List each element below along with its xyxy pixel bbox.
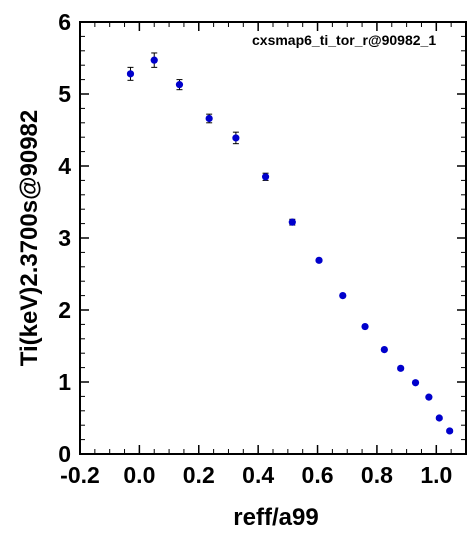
y-tick-label: 3 [58, 225, 71, 251]
y-tick-labels: 0 1 2 3 4 5 6 [58, 9, 71, 467]
x-tick-label: -0.2 [60, 462, 100, 488]
point-marker [380, 346, 388, 354]
data-point [397, 364, 405, 372]
point-marker [435, 414, 443, 422]
y-tick-label: 4 [58, 153, 71, 179]
y-tick-label: 6 [58, 9, 71, 35]
data-point [435, 414, 443, 422]
point-marker [175, 81, 184, 89]
data-points [126, 52, 454, 435]
point-marker [339, 292, 347, 300]
x-tick-label: 0.6 [302, 462, 334, 488]
y-tick-label: 5 [58, 81, 71, 107]
point-marker [411, 379, 420, 387]
y-axis-title: Ti(keV)2.3700s@90982 [16, 110, 43, 366]
point-marker [397, 364, 405, 372]
axis-ticks [79, 21, 467, 455]
point-marker [261, 173, 270, 181]
data-point [411, 379, 420, 387]
y-tick-label: 1 [58, 369, 71, 395]
data-point [126, 66, 135, 81]
data-point [288, 218, 296, 226]
data-point [205, 113, 213, 124]
y-tick-label: 2 [58, 297, 71, 323]
data-point [150, 52, 158, 68]
x-tick-label: 0.0 [123, 462, 155, 488]
point-marker [361, 322, 369, 331]
point-marker [288, 218, 296, 226]
data-point [232, 131, 240, 145]
data-point [175, 79, 184, 91]
point-marker [150, 56, 158, 64]
x-tick-label: 0.8 [361, 462, 393, 488]
x-tick-label: 0.2 [183, 462, 215, 488]
point-marker [126, 70, 135, 78]
point-marker [232, 134, 240, 142]
x-axis-title: reff/a99 [233, 504, 318, 531]
data-point [315, 256, 323, 264]
chart-annotation: cxsmap6_ti_tor_r@90982_1 [252, 32, 436, 48]
x-tick-label: 0.4 [242, 462, 274, 488]
y-tick-label: 0 [58, 441, 71, 467]
x-tick-labels: -0.2 0.0 0.2 0.4 0.6 0.8 1.0 [60, 462, 452, 488]
point-marker [446, 427, 454, 435]
x-tick-label: 1.0 [420, 462, 452, 488]
data-point [339, 292, 347, 300]
data-point [425, 393, 433, 401]
point-marker [315, 256, 323, 264]
data-point [380, 346, 388, 354]
data-point [446, 427, 454, 435]
point-marker [425, 393, 433, 401]
data-point [361, 322, 369, 331]
data-point [261, 172, 270, 181]
plot-frame [79, 21, 467, 455]
point-marker [205, 114, 213, 123]
